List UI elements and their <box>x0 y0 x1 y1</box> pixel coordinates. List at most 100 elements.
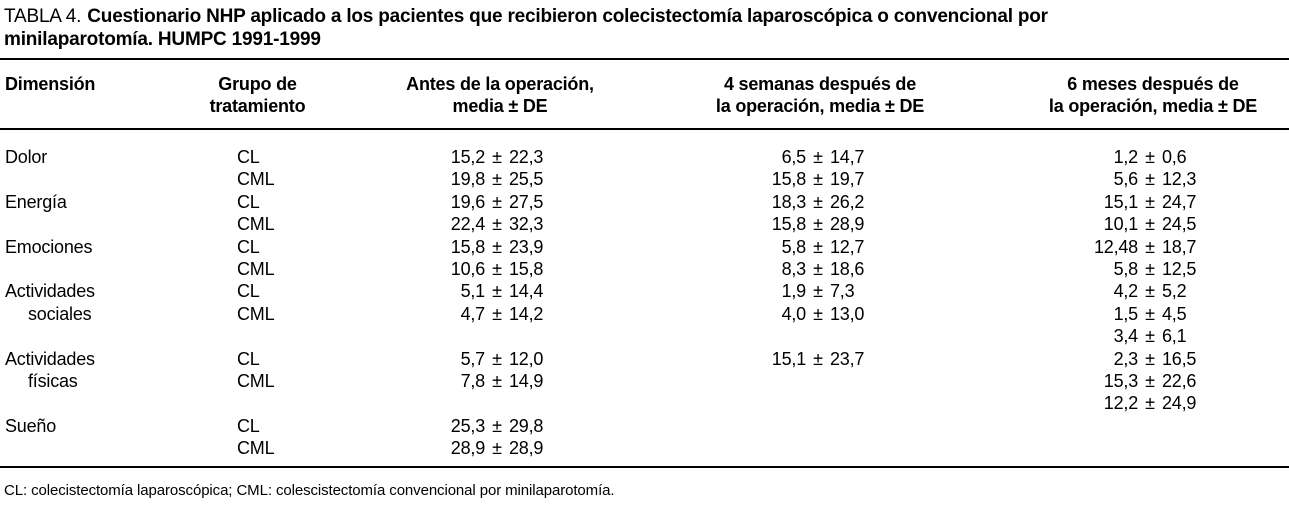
header-dimension: Dimensión <box>5 74 96 94</box>
six-months-after-value-cell: 10,1 ±24,5 <box>975 213 1289 235</box>
dimension-cell <box>0 437 180 459</box>
four-weeks-after-value-cell: 15,1 ±23,7 <box>665 348 975 370</box>
header-before-operation: Antes de la operación, media ± DE <box>406 74 594 116</box>
mean-value: 4,2 <box>1113 281 1139 302</box>
plus-minus-sign: ± <box>813 191 823 212</box>
four-weeks-after-value-cell <box>665 325 975 347</box>
mean-value: 3,4 <box>1113 326 1139 347</box>
plus-minus-sign: ± <box>1145 236 1155 257</box>
sd-value: 5,2 <box>1162 281 1187 302</box>
table-title-line2: minilaparotomía. HUMPC 1991-1999 <box>4 29 321 50</box>
plus-minus-sign: ± <box>492 258 502 279</box>
before-operation-value-cell: 28,9 ±28,9 <box>335 437 665 459</box>
six-months-after-value-cell: 5,8 ±12,5 <box>975 258 1289 280</box>
sd-value: 25,5 <box>509 169 544 190</box>
plus-minus-sign: ± <box>813 258 823 279</box>
four-weeks-after-value-cell: 6,5 ±14,7 <box>665 146 975 168</box>
table-row: 12,2 ±24,9 <box>0 392 1289 414</box>
sd-value: 16,5 <box>1162 348 1197 369</box>
mean-value: 1,5 <box>1113 303 1139 324</box>
plus-minus-sign: ± <box>813 214 823 235</box>
plus-minus-sign: ± <box>1145 147 1155 167</box>
table-row: físicas CML 7,8 ±14,9 15,3 ±22,6 <box>0 370 1289 392</box>
sd-value: 12,3 <box>1162 169 1197 190</box>
plus-minus-sign: ± <box>1145 393 1155 414</box>
plus-minus-sign: ± <box>813 281 823 302</box>
mean-value: 19,8 <box>450 169 485 190</box>
before-operation-value-cell: 10,6 ±15,8 <box>335 258 665 280</box>
dimension-cell <box>0 258 180 280</box>
plus-minus-sign: ± <box>1145 326 1155 347</box>
mean-value: 12,2 <box>1103 393 1138 414</box>
mean-value: 10,6 <box>450 258 485 279</box>
sd-value: 24,5 <box>1162 214 1197 235</box>
table-row: Sueño CL 25,3 ±29,8 <box>0 415 1289 437</box>
treatment-group-cell: CML <box>237 214 275 235</box>
mean-value: 10,1 <box>1103 214 1138 235</box>
sd-value: 19,7 <box>830 169 865 190</box>
four-weeks-after-value-cell <box>665 370 975 392</box>
sd-value: 27,5 <box>509 191 544 212</box>
treatment-group-cell: CML <box>237 169 275 190</box>
treatment-group-cell: CML <box>237 303 275 324</box>
before-operation-value-cell: 19,8 ±25,5 <box>335 168 665 190</box>
before-operation-value-cell <box>335 325 665 347</box>
sd-value: 28,9 <box>509 438 544 459</box>
before-operation-value-cell: 5,7 ±12,0 <box>335 348 665 370</box>
six-months-after-value-cell: 3,4 ±6,1 <box>975 325 1289 347</box>
plus-minus-sign: ± <box>813 169 823 190</box>
six-months-after-value-cell: 12,48 ±18,7 <box>975 236 1289 258</box>
mean-value: 5,1 <box>460 281 486 302</box>
mean-value: 1,2 <box>1113 147 1139 167</box>
sd-value: 13,0 <box>830 303 865 324</box>
four-weeks-after-value-cell: 5,8 ±12,7 <box>665 236 975 258</box>
table-footnote: CL: colecistectomía laparoscópica; CML: … <box>4 482 615 499</box>
four-weeks-after-value-cell <box>665 415 975 437</box>
header-4-weeks-after: 4 semanas después de la operación, media… <box>715 74 925 116</box>
mean-value: 28,9 <box>450 438 485 459</box>
plus-minus-sign: ± <box>492 438 502 459</box>
table-row: Actividades CL 5,1 ±14,4 1,9 ±7,3 4,2 ±5,2 <box>0 280 1289 302</box>
mean-value: 15,8 <box>450 236 485 257</box>
mean-value: 19,6 <box>450 191 485 212</box>
plus-minus-sign: ± <box>492 303 502 324</box>
mean-value: 22,4 <box>450 214 485 235</box>
sd-value: 6,1 <box>1162 326 1187 347</box>
mean-value: 18,3 <box>771 191 806 212</box>
sd-value: 23,9 <box>509 236 544 257</box>
mean-value: 15,3 <box>1103 370 1138 391</box>
plus-minus-sign: ± <box>1145 169 1155 190</box>
mean-value: 4,0 <box>781 303 807 324</box>
plus-minus-sign: ± <box>813 147 823 167</box>
before-operation-value-cell: 15,2 ±22,3 <box>335 146 665 168</box>
plus-minus-sign: ± <box>1145 303 1155 324</box>
four-weeks-after-value-cell <box>665 437 975 459</box>
mean-value: 15,8 <box>771 169 806 190</box>
header-rule <box>0 128 1289 130</box>
treatment-group-cell: CML <box>237 258 275 279</box>
mean-value: 5,8 <box>1113 258 1139 279</box>
dimension-cell: Emociones <box>5 236 93 257</box>
four-weeks-after-value-cell: 1,9 ±7,3 <box>665 280 975 302</box>
table-title: TABLA 4. Cuestionario NHP aplicado a los … <box>4 5 1048 51</box>
dimension-cell <box>0 392 180 414</box>
mean-value: 1,9 <box>781 281 807 302</box>
plus-minus-sign: ± <box>492 281 502 302</box>
plus-minus-sign: ± <box>492 147 502 167</box>
dimension-cell: sociales <box>28 303 92 324</box>
table-row: CML 22,4 ±32,3 15,8 ±28,9 10,1 ±24,5 <box>0 213 1289 235</box>
table-header-row: Dimensión Grupo de tratamiento Antes de … <box>0 73 1289 117</box>
mean-value: 7,8 <box>460 370 486 391</box>
four-weeks-after-value-cell: 4,0 ±13,0 <box>665 303 975 325</box>
table-row: CML 28,9 ±28,9 <box>0 437 1289 459</box>
table-number-label: TABLA 4. <box>4 6 82 27</box>
sd-value: 23,7 <box>830 348 865 369</box>
mean-value: 15,1 <box>771 348 806 369</box>
dimension-cell <box>0 213 180 235</box>
treatment-group-cell <box>180 325 335 347</box>
table-row: 3,4 ±6,1 <box>0 325 1289 347</box>
table-title-line1: Cuestionario NHP aplicado a los paciente… <box>87 6 1048 27</box>
dimension-cell: físicas <box>28 370 78 391</box>
sd-value: 14,9 <box>509 370 544 391</box>
